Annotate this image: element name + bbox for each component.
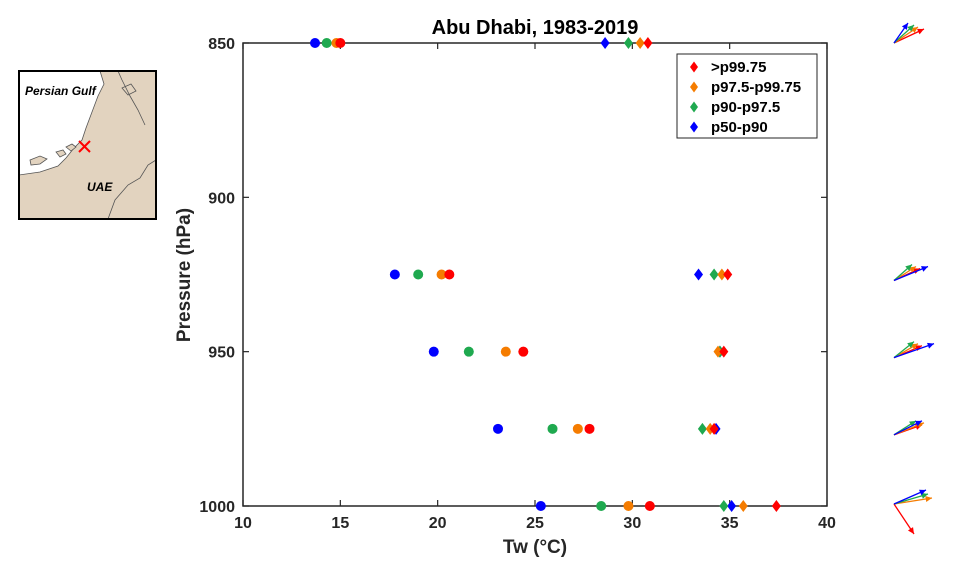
x-tick-label: 25 bbox=[526, 515, 544, 532]
wind-arrow-cluster bbox=[893, 420, 925, 436]
arrow-head-icon bbox=[907, 341, 914, 348]
axis-ticks: 10 15 20 25 30 35 40 850 900 950 1000 bbox=[199, 36, 836, 532]
wind-arrows bbox=[893, 22, 935, 535]
x-tick-label: 30 bbox=[623, 515, 641, 532]
x-axis-label: Tw (°C) bbox=[503, 537, 567, 558]
data-point-diamond bbox=[709, 268, 719, 281]
data-point-circle bbox=[644, 501, 655, 511]
legend-marker bbox=[690, 81, 698, 93]
data-point-circle bbox=[500, 346, 511, 357]
data-point-circle bbox=[444, 269, 455, 280]
legend-marker bbox=[690, 61, 698, 73]
data-point-diamond bbox=[643, 37, 653, 49]
legend-label: p97.5-p99.75 bbox=[711, 79, 801, 96]
legend-marker bbox=[690, 101, 698, 113]
data-point-diamond bbox=[709, 422, 719, 435]
data-point-diamond bbox=[600, 37, 610, 49]
arrow-head-icon bbox=[919, 489, 926, 496]
y-tick-label: 1000 bbox=[199, 499, 235, 516]
arrow-head-icon bbox=[905, 264, 912, 271]
border-line bbox=[117, 71, 146, 126]
chart-title: Abu Dhabi, 1983-2019 bbox=[432, 17, 639, 39]
arrow-head-icon bbox=[921, 492, 928, 499]
arrow-head-icon bbox=[927, 342, 934, 349]
border-line bbox=[107, 159, 156, 219]
data-point-diamond bbox=[717, 268, 727, 281]
arrow-head-icon bbox=[909, 266, 916, 273]
location-marker-icon bbox=[78, 140, 91, 153]
data-point-circle bbox=[584, 423, 595, 434]
data-point-diamond bbox=[771, 500, 781, 512]
data-point-circle bbox=[493, 423, 504, 434]
arrow-head-icon bbox=[915, 420, 922, 427]
data-point-diamond bbox=[723, 268, 733, 281]
data-point-circle bbox=[535, 501, 546, 511]
map-label-gulf: Persian Gulf bbox=[25, 84, 97, 98]
data-point-circle bbox=[413, 269, 424, 280]
data-point-diamond bbox=[635, 37, 645, 49]
inset-map: Persian Gulf UAE bbox=[18, 70, 157, 220]
wind-arrow bbox=[893, 343, 935, 359]
arrow-head-icon bbox=[901, 23, 908, 30]
y-axis-label: Pressure (hPa) bbox=[174, 208, 195, 342]
legend-label: p90-p97.5 bbox=[711, 99, 780, 116]
legend-label: p50-p90 bbox=[711, 119, 768, 136]
y-tick-label: 950 bbox=[208, 345, 235, 362]
wind-arrow-cluster bbox=[893, 22, 925, 44]
data-point-diamond bbox=[738, 500, 748, 512]
y-tick-label: 900 bbox=[208, 190, 235, 207]
arrow-head-icon bbox=[911, 343, 918, 350]
data-point-circle bbox=[335, 38, 346, 48]
data-point-circle bbox=[547, 423, 558, 434]
land-mass bbox=[19, 71, 156, 219]
arrow-head-icon bbox=[911, 27, 918, 34]
legend-label: >p99.75 bbox=[711, 59, 766, 76]
wind-arrow-cluster bbox=[893, 489, 933, 535]
arrow-head-icon bbox=[915, 345, 922, 351]
wind-arrow-cluster bbox=[893, 341, 935, 359]
arrow-head-icon bbox=[925, 495, 932, 502]
data-point-diamond bbox=[713, 345, 723, 358]
x-tick-label: 20 bbox=[429, 515, 447, 532]
island bbox=[65, 143, 77, 152]
data-point-diamond bbox=[623, 37, 633, 49]
data-point-circle bbox=[463, 346, 474, 357]
wind-arrow bbox=[893, 497, 933, 505]
data-point-diamond bbox=[727, 500, 737, 512]
data-point-circle bbox=[389, 269, 400, 280]
map-label-country: UAE bbox=[87, 180, 113, 194]
x-tick-label: 15 bbox=[331, 515, 349, 532]
arrow-head-icon bbox=[907, 25, 914, 32]
arrow-head-icon bbox=[917, 28, 924, 35]
island bbox=[55, 149, 67, 158]
wind-arrow-cluster bbox=[893, 264, 929, 282]
arrow-head-icon bbox=[921, 266, 928, 272]
data-point-circle bbox=[518, 346, 529, 357]
island bbox=[29, 155, 48, 166]
data-point-circle bbox=[596, 501, 607, 511]
arrow-head-icon bbox=[909, 420, 916, 427]
data-point-diamond bbox=[694, 268, 704, 281]
data-point-circle bbox=[321, 38, 332, 48]
data-point-diamond bbox=[719, 500, 729, 512]
x-tick-label: 10 bbox=[234, 515, 252, 532]
data-point-circle bbox=[428, 346, 439, 357]
legend: >p99.75 p97.5-p99.75 p90-p97.5 p50-p90 bbox=[676, 53, 818, 139]
data-point-circle bbox=[623, 501, 634, 511]
data-point-circle bbox=[572, 423, 583, 434]
data-marks bbox=[310, 37, 781, 512]
x-tick-label: 40 bbox=[818, 515, 836, 532]
legend-marker bbox=[690, 121, 698, 133]
data-point-circle bbox=[436, 269, 447, 280]
arrow-head-icon bbox=[907, 527, 914, 534]
y-tick-label: 850 bbox=[208, 36, 235, 53]
data-point-diamond bbox=[697, 422, 707, 435]
x-tick-label: 35 bbox=[721, 515, 739, 532]
data-point-diamond bbox=[719, 345, 729, 358]
data-point-circle bbox=[310, 38, 321, 48]
